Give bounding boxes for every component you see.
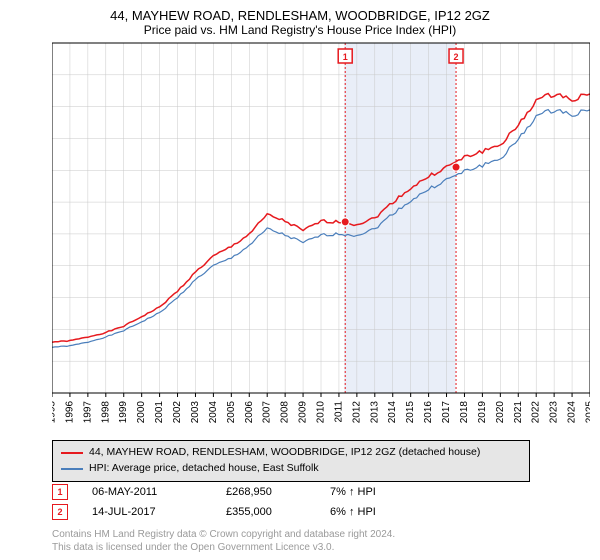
event-row: 2 14-JUL-2017 £355,000 6% ↑ HPI [52,504,410,520]
svg-text:1: 1 [343,52,348,62]
svg-text:2003: 2003 [190,401,201,424]
event-pct: 7% ↑ HPI [330,486,410,498]
svg-text:2019: 2019 [477,401,488,424]
svg-text:2009: 2009 [298,401,309,424]
svg-text:2001: 2001 [154,401,165,424]
svg-text:2002: 2002 [172,401,183,424]
svg-text:2023: 2023 [549,401,560,424]
svg-text:2: 2 [454,52,459,62]
svg-text:2013: 2013 [369,401,380,424]
svg-text:2025: 2025 [585,401,591,424]
chart-title-1: 44, MAYHEW ROAD, RENDLESHAM, WOODBRIDGE,… [0,0,600,23]
svg-text:1999: 1999 [118,401,129,424]
svg-text:2005: 2005 [226,401,237,424]
svg-text:2012: 2012 [351,401,362,424]
legend-item: HPI: Average price, detached house, East… [61,461,521,477]
svg-text:1997: 1997 [82,401,93,424]
event-price: £355,000 [226,506,306,518]
legend-label: HPI: Average price, detached house, East… [89,461,319,477]
footnote-line1: Contains HM Land Registry data © Crown c… [52,528,395,541]
svg-text:2022: 2022 [531,401,542,424]
svg-text:2011: 2011 [333,401,344,423]
event-marker-icon: 2 [52,504,68,520]
svg-text:2007: 2007 [262,401,273,424]
footnote-line2: This data is licensed under the Open Gov… [52,541,395,554]
event-marker-icon: 1 [52,484,68,500]
legend-label: 44, MAYHEW ROAD, RENDLESHAM, WOODBRIDGE,… [89,445,480,461]
event-table: 1 06-MAY-2011 £268,950 7% ↑ HPI 2 14-JUL… [52,484,410,524]
event-pct: 6% ↑ HPI [330,506,410,518]
svg-text:2024: 2024 [567,401,578,424]
chart-plot-area: £0£50K£100K£150K£200K£250K£300K£350K£400… [52,41,590,421]
event-date: 14-JUL-2017 [92,506,202,518]
svg-text:2008: 2008 [280,401,291,424]
svg-text:1998: 1998 [100,401,111,424]
svg-text:2006: 2006 [244,401,255,424]
svg-text:2010: 2010 [316,401,327,424]
svg-text:2014: 2014 [387,401,398,424]
chart-container: 44, MAYHEW ROAD, RENDLESHAM, WOODBRIDGE,… [0,0,600,560]
legend-swatch [61,452,83,454]
svg-text:2017: 2017 [441,401,452,424]
chart-legend: 44, MAYHEW ROAD, RENDLESHAM, WOODBRIDGE,… [52,440,530,482]
svg-text:1995: 1995 [52,401,58,424]
legend-item: 44, MAYHEW ROAD, RENDLESHAM, WOODBRIDGE,… [61,445,521,461]
legend-swatch [61,468,83,470]
event-price: £268,950 [226,486,306,498]
chart-title-2: Price paid vs. HM Land Registry's House … [0,23,600,41]
svg-text:2018: 2018 [459,401,470,424]
line-chart-svg: £0£50K£100K£150K£200K£250K£300K£350K£400… [52,41,590,441]
event-row: 1 06-MAY-2011 £268,950 7% ↑ HPI [52,484,410,500]
event-date: 06-MAY-2011 [92,486,202,498]
chart-footnote: Contains HM Land Registry data © Crown c… [52,528,395,554]
svg-text:2021: 2021 [513,401,524,424]
svg-text:2000: 2000 [136,401,147,424]
svg-text:2015: 2015 [405,401,416,424]
svg-text:2016: 2016 [423,401,434,424]
svg-text:1996: 1996 [64,401,75,424]
svg-text:2004: 2004 [208,401,219,424]
svg-text:2020: 2020 [495,401,506,424]
